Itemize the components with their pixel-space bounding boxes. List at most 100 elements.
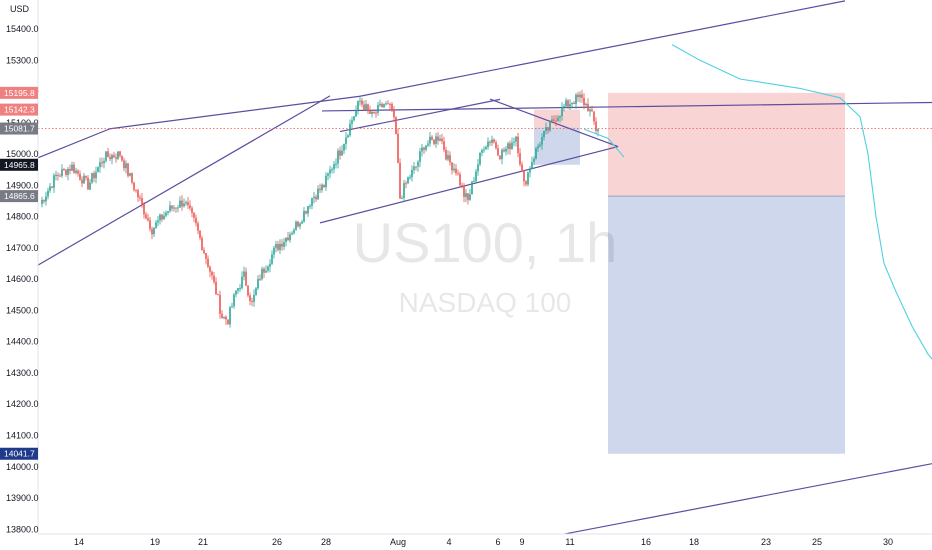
candle-body — [95, 172, 97, 179]
candle-body — [573, 102, 575, 104]
y-tick-label: 15400.0 — [6, 24, 39, 34]
candle-body — [459, 174, 461, 186]
candle-body — [591, 109, 593, 112]
candles — [41, 89, 599, 328]
candle-body — [577, 94, 579, 98]
candle-body — [517, 136, 519, 154]
candle-body — [391, 104, 393, 110]
candle-body — [99, 162, 101, 168]
x-tick-label: 4 — [446, 537, 451, 547]
candle-body — [219, 294, 221, 314]
resistance-line — [321, 101, 932, 112]
candle-body — [403, 183, 405, 198]
candle-body — [541, 137, 543, 145]
candle-body — [203, 250, 205, 254]
small-target-zone — [534, 127, 580, 165]
x-tick-label: 14 — [74, 537, 84, 547]
candle-body — [457, 173, 459, 175]
price-badge — [0, 86, 38, 99]
candle-body — [267, 266, 269, 271]
candle-body — [51, 186, 53, 188]
candle-body — [165, 212, 167, 216]
candle-body — [233, 294, 235, 307]
candle-body — [131, 173, 133, 183]
candle-body — [113, 155, 115, 158]
candle-body — [223, 316, 225, 319]
candle-body — [185, 202, 187, 204]
price-badge-label: 15081.7 — [4, 124, 35, 134]
candle-body — [351, 120, 353, 124]
candle-body — [355, 109, 357, 117]
candle-body — [543, 130, 545, 138]
candle-body — [65, 169, 67, 175]
candle-body — [205, 253, 207, 259]
candle-body — [535, 148, 537, 159]
trendlines[interactable] — [37, 0, 932, 540]
candle-body — [179, 200, 181, 208]
candle-body — [485, 146, 487, 150]
candle-body — [409, 177, 411, 179]
candle-body — [277, 244, 279, 250]
candle-body — [105, 151, 107, 161]
candle-body — [293, 229, 295, 234]
candle-body — [441, 138, 443, 142]
candle-body — [309, 205, 311, 207]
candle-body — [581, 94, 583, 98]
y-tick-label: 13900.0 — [6, 493, 39, 503]
candle-body — [291, 233, 293, 235]
candle-body — [565, 100, 567, 107]
candle-body — [97, 167, 99, 173]
price-badge — [0, 103, 38, 116]
candle-body — [339, 150, 341, 156]
price-badge-label: 14041.7 — [4, 449, 35, 459]
candle-body — [181, 200, 183, 207]
candle-body — [231, 306, 233, 308]
candle-body — [507, 143, 509, 149]
candle-body — [163, 215, 165, 220]
candle-body — [531, 162, 533, 170]
x-tick-label: 9 — [519, 537, 524, 547]
candle-body — [71, 164, 73, 171]
candle-body — [455, 168, 457, 174]
x-axis-area[interactable] — [0, 534, 932, 550]
candle-body — [375, 112, 377, 114]
candle-body — [369, 109, 371, 114]
candle-body — [393, 109, 395, 118]
candle-body — [451, 162, 453, 171]
candle-body — [311, 198, 313, 206]
candle-body — [527, 172, 529, 185]
candle-body — [159, 214, 161, 221]
candle-body — [303, 211, 305, 222]
short-projection-path — [583, 128, 625, 158]
candle-body — [43, 199, 45, 202]
price-badge-label: 15195.8 — [4, 88, 35, 98]
candle-body — [379, 103, 381, 106]
candle-body — [135, 189, 137, 191]
upper-channel-line-ext — [359, 0, 846, 97]
candle-body — [327, 173, 329, 176]
candle-body — [81, 179, 83, 184]
candle-body — [149, 220, 151, 230]
candle-body — [45, 196, 47, 202]
y-tick-label: 14100.0 — [6, 431, 39, 441]
candle-body — [191, 208, 193, 213]
candle-body — [343, 144, 345, 151]
candle-body — [383, 104, 385, 108]
candle-body — [387, 103, 389, 105]
candle-body — [597, 129, 599, 131]
x-tick-label: 26 — [272, 537, 282, 547]
x-axis-ticks: 14 19 21 26 28 Aug 4 6 9 11 16 18 23 25 30 — [74, 537, 893, 547]
x-tick-label: 28 — [321, 537, 331, 547]
candle-body — [363, 104, 365, 111]
candle-body — [367, 104, 369, 110]
candle-body — [467, 193, 469, 200]
candle-body — [465, 193, 467, 197]
price-badge-label: 14865.6 — [4, 191, 35, 201]
candle-body — [137, 190, 139, 198]
candle-body — [579, 94, 581, 98]
candle-body — [587, 103, 589, 112]
candle-body — [475, 171, 477, 182]
candle-body — [161, 214, 163, 220]
